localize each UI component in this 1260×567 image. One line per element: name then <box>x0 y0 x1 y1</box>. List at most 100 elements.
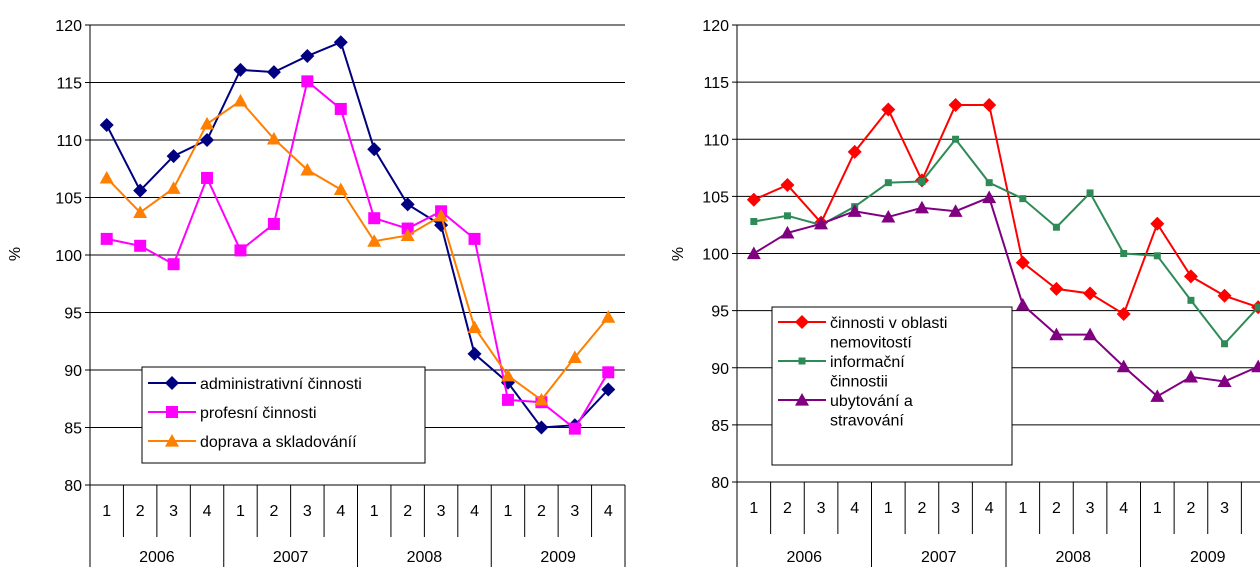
data-point <box>914 200 929 214</box>
data-point <box>467 346 482 361</box>
legend-label: informační <box>830 354 905 371</box>
x-tick-label: 1 <box>370 503 379 520</box>
x-tick-label: 2 <box>1052 500 1061 517</box>
x-tick-label: 4 <box>203 503 212 520</box>
y-tick-label: 115 <box>56 76 82 93</box>
legend-label: ubytování a <box>830 393 913 410</box>
data-point <box>266 131 281 145</box>
x-tick-label: 1 <box>236 503 245 520</box>
data-point <box>333 35 348 50</box>
legend-label: stravování <box>830 413 904 430</box>
x-tick-label: 3 <box>437 503 446 520</box>
data-point <box>500 368 515 382</box>
data-point <box>501 393 514 406</box>
year-label: 2006 <box>139 549 175 566</box>
legend-marker <box>165 376 179 390</box>
data-point <box>1083 327 1098 341</box>
data-point <box>267 217 280 230</box>
data-point <box>750 218 758 226</box>
data-point <box>1083 286 1098 301</box>
chart-left: 80 85 90 95 100 105 110 115 120% 1 2 3 4 1 2 3 4 1 2 3 4 1 2 3 4… <box>7 18 626 567</box>
data-point <box>948 97 963 112</box>
data-point <box>847 144 862 159</box>
data-point <box>99 118 114 133</box>
x-tick-label: 3 <box>303 503 312 520</box>
data-point <box>99 170 114 184</box>
data-point <box>400 197 415 212</box>
y-tick-label: 85 <box>64 421 82 438</box>
y-axis-label: % <box>670 247 687 261</box>
data-point <box>918 178 926 186</box>
data-point <box>166 149 181 164</box>
x-tick-label: 1 <box>102 503 111 520</box>
legend-label: profesní činnosti <box>200 405 317 422</box>
legend-label: administrativní činnosti <box>200 376 362 393</box>
y-tick-label: 90 <box>64 363 82 380</box>
data-point <box>746 192 761 207</box>
data-point <box>534 420 549 435</box>
data-point <box>1150 389 1165 402</box>
x-tick-label: 1 <box>1153 500 1162 517</box>
year-label: 2006 <box>786 549 822 566</box>
legend-marker <box>165 434 179 447</box>
x-tick-label: 3 <box>951 500 960 517</box>
data-point <box>300 162 315 176</box>
data-point <box>601 310 616 323</box>
x-tick-label: 3 <box>817 500 826 517</box>
data-point <box>233 62 248 77</box>
data-point <box>1217 374 1232 388</box>
data-point <box>1052 223 1060 231</box>
y-tick-label: 95 <box>64 306 82 323</box>
x-tick-label: 3 <box>169 503 178 520</box>
data-point <box>985 179 993 187</box>
x-tick-label: 3 <box>1220 500 1229 517</box>
data-point <box>133 183 148 198</box>
data-point <box>1183 369 1198 383</box>
legend-label: činnosti v oblasti <box>830 315 947 332</box>
data-point <box>568 422 581 435</box>
data-point <box>1086 189 1094 197</box>
data-point <box>1019 195 1027 203</box>
year-label: 2009 <box>540 549 576 566</box>
x-tick-label: 1 <box>749 500 758 517</box>
data-point <box>1015 255 1030 270</box>
data-point <box>301 75 314 88</box>
data-point <box>1116 359 1131 373</box>
data-point <box>783 212 791 220</box>
series-line <box>106 79 610 431</box>
x-tick-label: 1 <box>884 500 893 517</box>
x-tick-label: 2 <box>537 503 546 520</box>
legend-marker <box>795 393 809 406</box>
data-point <box>982 190 997 204</box>
data-point <box>434 208 449 222</box>
series-line <box>753 103 1259 316</box>
y-tick-label: 95 <box>711 304 729 321</box>
legend-label: činnostii <box>830 374 888 391</box>
legend-marker <box>798 357 806 365</box>
year-label: 2008 <box>1055 549 1091 566</box>
x-tick-label: 4 <box>604 503 613 520</box>
y-axis-label: % <box>7 247 24 261</box>
x-tick-label: 4 <box>985 500 994 517</box>
data-point <box>468 232 481 245</box>
y-tick-label: 85 <box>711 418 729 435</box>
data-point <box>300 49 315 64</box>
data-point <box>534 392 549 406</box>
chart-right: 80 85 90 95 100 105 110 115 120% 1 2 3 4 1 2 3 4 1 2 3 4 1 2 3 2… <box>670 18 1260 567</box>
x-tick-label: 4 <box>336 503 345 520</box>
y-tick-label: 105 <box>55 191 82 208</box>
x-tick-label: 3 <box>570 503 579 520</box>
y-tick-label: 110 <box>703 132 729 149</box>
series-line <box>753 137 1259 346</box>
y-tick-label: 100 <box>702 247 729 264</box>
x-tick-label: 2 <box>1186 500 1195 517</box>
data-point <box>167 258 180 271</box>
data-point <box>1187 296 1195 304</box>
data-point <box>881 102 896 117</box>
data-point <box>134 239 147 252</box>
y-tick-label: 80 <box>64 478 82 495</box>
data-point <box>200 116 215 130</box>
data-point <box>1217 288 1232 303</box>
y-tick-label: 90 <box>711 361 729 378</box>
